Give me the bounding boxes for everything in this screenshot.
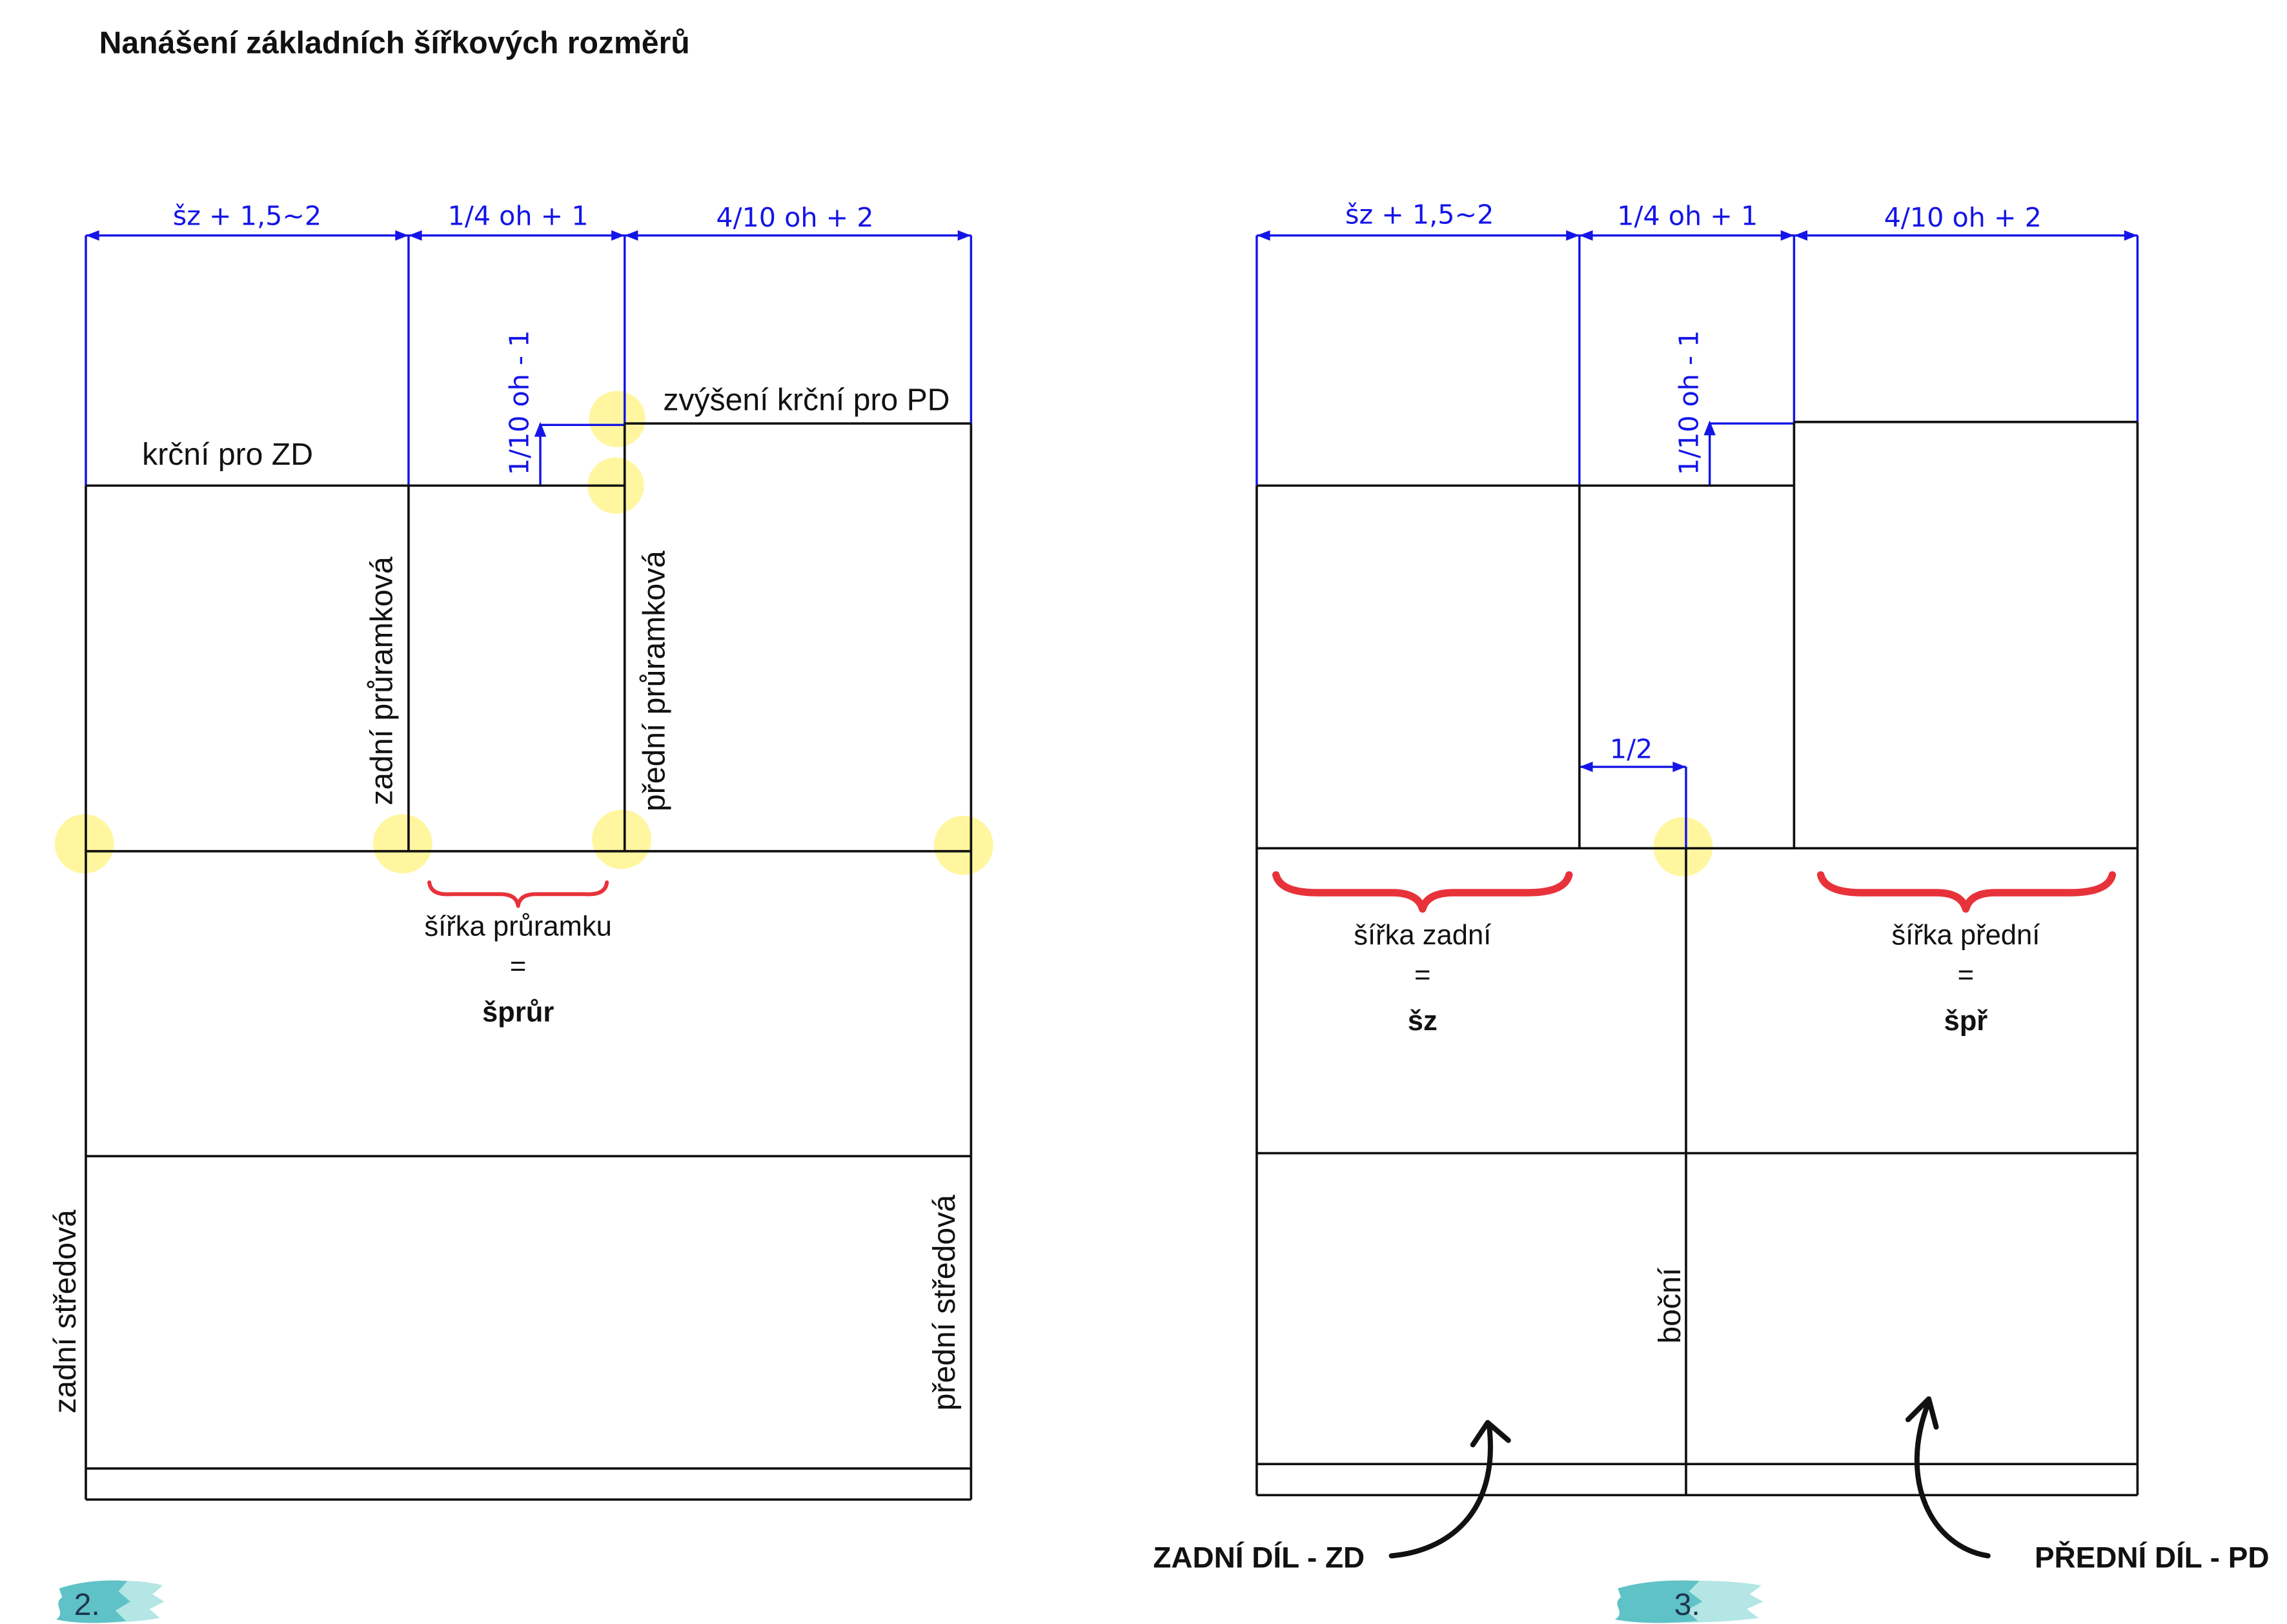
dimension-label-front: 4/10 oh + 2 <box>716 202 873 233</box>
neck-rise-line <box>1708 422 1794 486</box>
step-number: 3. <box>1674 1587 1700 1622</box>
arrowhead <box>957 230 971 241</box>
dimension-label-armhole: 1/4 oh + 1 <box>1617 201 1758 232</box>
back-width-brace <box>1272 871 1573 913</box>
highlight-marker <box>1653 817 1713 877</box>
arrowhead <box>86 230 99 241</box>
arrowhead <box>1566 230 1580 241</box>
arrowhead <box>395 230 409 241</box>
dimension-label-back: šz + 1,5~2 <box>1345 199 1494 230</box>
back-width-abbr: šz <box>1408 1006 1438 1037</box>
armhole-width-label: šířka průramku <box>424 911 612 942</box>
back-width-label: šířka zadní <box>1354 920 1491 951</box>
brush-stroke <box>1614 1580 1703 1623</box>
equals-sign: = <box>1958 960 1974 991</box>
highlight-marker <box>592 809 652 869</box>
step-2-diagram: šz + 1,5~2 1/4 oh + 1 4/10 oh + 2 1/10 o… <box>48 201 993 1623</box>
dimension-arrowheads <box>86 230 971 241</box>
armhole-width-brace <box>427 880 609 908</box>
equals-sign: = <box>1414 960 1430 991</box>
front-armhole-label: přední průramková <box>637 551 672 811</box>
equals-sign: = <box>510 951 526 982</box>
brush-stroke <box>56 1580 130 1623</box>
neck-rise-label: 1/10 oh - 1 <box>1673 330 1704 476</box>
highlight-marker <box>54 814 114 874</box>
arrowhead <box>1579 230 1593 241</box>
back-piece-label: ZADNÍ DÍL - ZD <box>1153 1541 1365 1574</box>
dimension-label-front: 4/10 oh + 2 <box>1884 202 2042 233</box>
front-neck-rise-label: zvýšení krční pro PD <box>663 382 950 417</box>
arrowhead <box>624 230 638 241</box>
dimension-arrowheads <box>1256 230 2138 241</box>
highlight-marker <box>589 391 645 447</box>
arrowhead <box>1905 1396 1939 1430</box>
front-width-label: šířka přední <box>1891 920 2040 951</box>
half-label: 1/2 <box>1610 733 1652 764</box>
arrowhead <box>1256 230 1270 241</box>
back-armhole-label: zadní průramková <box>365 556 400 806</box>
back-neck-label: krční pro ZD <box>142 437 313 472</box>
arrowhead <box>1794 230 1808 241</box>
page-title: Nanášení základních šířkových rozměrů <box>99 26 690 61</box>
arrowhead <box>1780 230 1794 241</box>
arrowhead <box>611 230 625 241</box>
front-width-brace <box>1816 871 2117 913</box>
front-center-label: přední středová <box>927 1195 962 1411</box>
front-width-abbr: špř <box>1944 1006 1987 1037</box>
step-3-diagram: šz + 1,5~2 1/4 oh + 1 4/10 oh + 2 1/10 o… <box>1153 199 2269 1623</box>
highlight-marker <box>372 814 432 874</box>
back-center-label: zadní středová <box>48 1210 83 1414</box>
back-piece-arrow <box>1388 1423 1493 1559</box>
arrowhead <box>1470 1419 1511 1448</box>
armhole-width-abbr: šprůr <box>482 997 554 1028</box>
side-seam-label: boční <box>1652 1267 1687 1343</box>
arrowhead <box>534 421 547 437</box>
arrowhead <box>1703 420 1716 436</box>
arrowhead <box>2124 230 2138 241</box>
step-badge: 3. <box>1614 1580 1764 1623</box>
dimension-label-armhole: 1/4 oh + 1 <box>448 201 589 232</box>
front-piece-arrow <box>1914 1399 1991 1559</box>
highlight-marker <box>934 815 993 875</box>
step-badge: 2. <box>56 1580 165 1623</box>
front-piece-label: PŘEDNÍ DÍL - PD <box>2035 1541 2270 1574</box>
arrowhead <box>408 230 422 241</box>
neck-rise-label: 1/10 oh - 1 <box>504 330 535 476</box>
arrowhead <box>1579 762 1593 773</box>
dimension-label-back: šz + 1,5~2 <box>173 201 321 232</box>
arrowhead <box>1672 762 1686 773</box>
step-number: 2. <box>74 1587 100 1622</box>
